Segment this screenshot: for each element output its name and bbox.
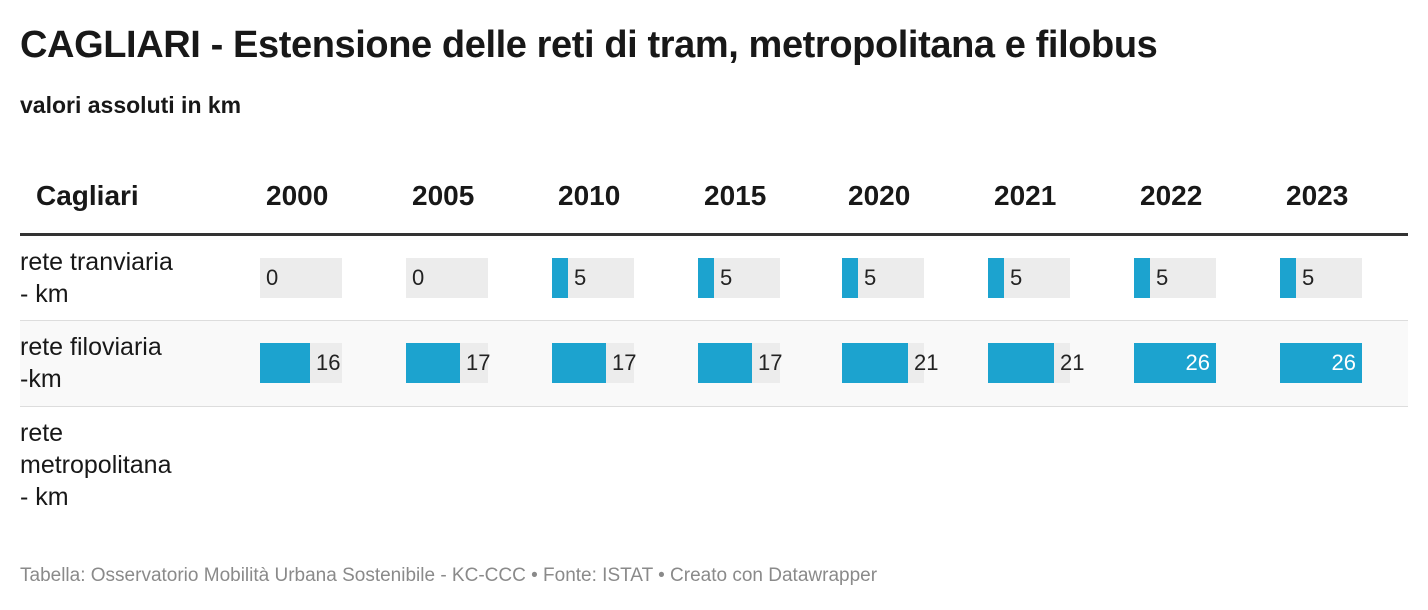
data-label: 5 [1302, 264, 1315, 290]
bar [1134, 257, 1150, 298]
table-cell: 17 [404, 320, 550, 407]
row-label: rete tranviaria - km [20, 234, 258, 321]
bar-track: 5 [552, 257, 634, 298]
column-header[interactable]: 2015 [696, 160, 840, 236]
column-header[interactable]: 2021 [986, 160, 1132, 236]
bar-track: 5 [1134, 257, 1216, 298]
table-cell: 5 [840, 234, 986, 321]
column-header[interactable]: 2022 [1132, 160, 1278, 236]
table-cell [696, 406, 840, 524]
table-cell: 17 [550, 320, 696, 407]
bar [1134, 343, 1216, 383]
bar-track: 5 [1280, 257, 1362, 298]
data-label: 16 [316, 350, 341, 375]
column-header[interactable]: 2010 [550, 160, 696, 236]
data-label: 26 [1331, 350, 1356, 375]
table-row: rete metropolitana - km [20, 406, 1408, 524]
table-cell: 0 [258, 234, 404, 321]
table-cell: 0 [404, 234, 550, 321]
table-cell: 5 [696, 234, 840, 321]
column-header[interactable]: 2005 [404, 160, 550, 236]
bar [842, 343, 908, 383]
column-header[interactable]: 2023 [1278, 160, 1408, 236]
data-label: 0 [266, 264, 279, 290]
bar [552, 257, 568, 298]
data-label: 17 [466, 350, 491, 375]
table-cell [1132, 406, 1278, 524]
table-cell [258, 406, 404, 524]
row-label: rete metropolitana - km [20, 419, 172, 512]
bar [1280, 343, 1362, 383]
bar-track: 21 [842, 343, 938, 383]
column-header[interactable]: 2020 [840, 160, 986, 236]
bar-track: 0 [406, 257, 488, 298]
bar-track: 21 [988, 343, 1084, 383]
bar [698, 343, 752, 383]
table-cell: 21 [840, 320, 986, 407]
data-label: 26 [1185, 350, 1210, 375]
chart-subtitle: valori assoluti in km [20, 92, 242, 118]
data-label: 17 [758, 350, 783, 375]
table-cell [550, 406, 696, 524]
table-cell: 26 [1132, 320, 1278, 407]
table-cell: 16 [258, 320, 404, 407]
data-label: 5 [1010, 264, 1023, 290]
bar-track: 0 [260, 257, 342, 298]
data-table: Cagliari 2000 2005 2010 2015 2020 2021 2… [20, 160, 1408, 524]
bar-track: 5 [842, 257, 924, 298]
data-label: 17 [612, 350, 637, 375]
data-label: 5 [864, 264, 877, 290]
header-row: Cagliari 2000 2005 2010 2015 2020 2021 2… [20, 160, 1408, 236]
bar [1280, 257, 1296, 298]
row-header[interactable]: Cagliari [20, 160, 258, 236]
table-cell: 26 [1278, 320, 1408, 407]
bar-track: 16 [260, 343, 342, 383]
table-cell [986, 406, 1132, 524]
bar [260, 343, 310, 383]
row-label: rete filoviaria -km [20, 320, 258, 407]
table-cell [840, 406, 986, 524]
table-cell: 5 [1132, 234, 1278, 321]
bar [698, 257, 714, 298]
table-cell: 5 [986, 234, 1132, 321]
bar-track: 17 [406, 343, 491, 383]
bar-track: 5 [988, 257, 1070, 298]
column-header[interactable]: 2000 [258, 160, 404, 236]
data-label: 5 [574, 264, 587, 290]
data-label: 21 [914, 350, 939, 375]
chart-title: CAGLIARI - Estensione delle reti di tram… [20, 24, 1158, 66]
bar-track: 17 [552, 343, 637, 383]
table-cell: 21 [986, 320, 1132, 407]
data-label: 0 [412, 264, 425, 290]
table-cell: 5 [1278, 234, 1408, 321]
table-row: rete filoviaria -km 16 17 17 17 21 21 26 26 [20, 320, 1408, 407]
table-row: rete tranviaria - km 0 0 5 5 5 5 5 5 [20, 234, 1408, 321]
bar-track: 26 [1134, 343, 1216, 383]
bar-track: 17 [698, 343, 783, 383]
bar [842, 257, 858, 298]
data-label: 5 [720, 264, 733, 290]
bar [552, 343, 606, 383]
bar-track: 26 [1280, 343, 1362, 383]
bar [988, 343, 1054, 383]
bar-track: 5 [698, 257, 780, 298]
table-cell [404, 406, 550, 524]
table-cell: 17 [696, 320, 840, 407]
data-label: 21 [1060, 350, 1085, 375]
data-label: 5 [1156, 264, 1169, 290]
table-cell: 5 [550, 234, 696, 321]
bar [406, 343, 460, 383]
table-cell [1278, 406, 1408, 524]
chart-footer: Tabella: Osservatorio Mobilità Urbana So… [20, 565, 878, 586]
bar [988, 257, 1004, 298]
